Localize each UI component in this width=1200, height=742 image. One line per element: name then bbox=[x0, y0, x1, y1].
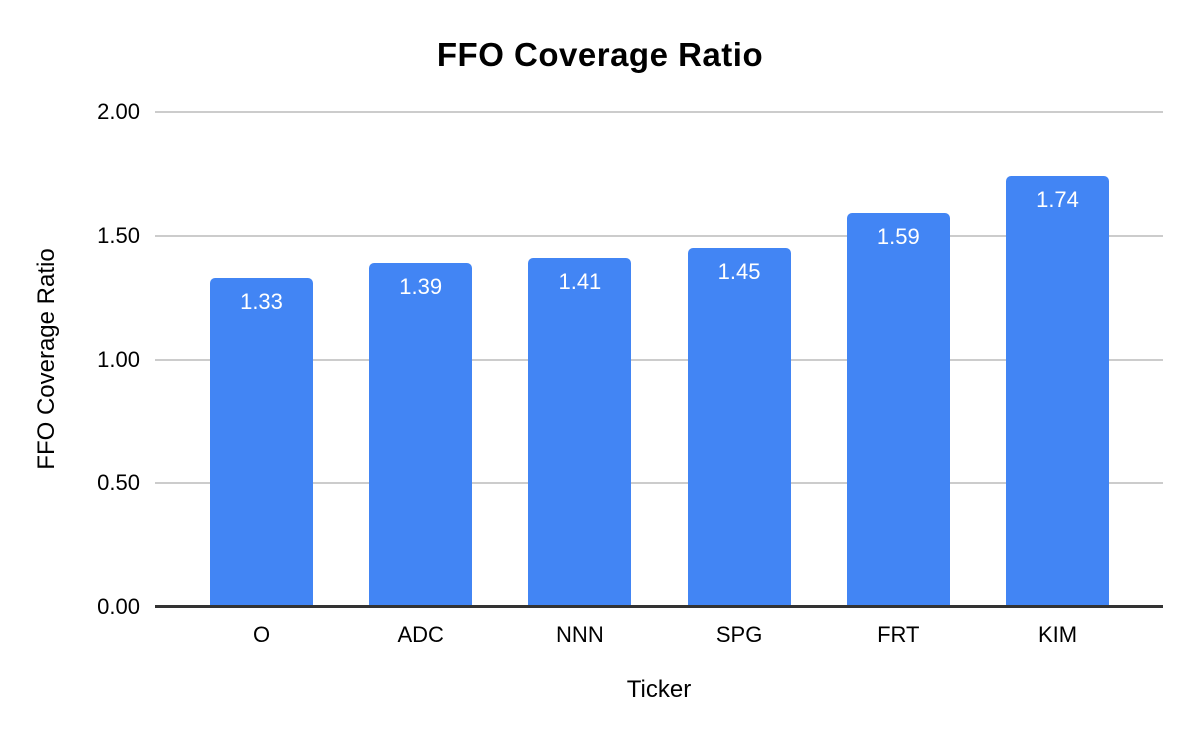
gridline bbox=[155, 358, 1163, 361]
plot-area: 0.00 0.50 1.00 1.50 2.00 1.33 1.39 1.41 1.45 1.5… bbox=[97, 101, 1163, 647]
x-tick-label: O bbox=[252, 622, 271, 647]
bar-value-label: 1.41 bbox=[558, 269, 602, 295]
x-tick-label: ADC bbox=[397, 622, 444, 647]
y-tick-label: 0.00 bbox=[97, 594, 140, 619]
bar-value-label: 1.74 bbox=[1036, 187, 1079, 213]
gridline bbox=[155, 111, 1163, 113]
bar-O: 1.33 bbox=[210, 277, 313, 607]
x-tick-label: NNN bbox=[556, 622, 604, 647]
chart-title: FFO Coverage Ratio bbox=[436, 36, 764, 73]
bar-value-label: 1.33 bbox=[240, 288, 283, 314]
bar-value-label: 1.59 bbox=[876, 224, 920, 250]
bar-SPG: 1.45 bbox=[687, 248, 791, 607]
x-tick-label: KIM bbox=[1037, 622, 1078, 647]
y-tick-label: 1.00 bbox=[97, 346, 140, 372]
x-axis-baseline bbox=[155, 605, 1163, 608]
bar-value-label: 1.39 bbox=[399, 273, 443, 299]
bar-ADC: 1.39 bbox=[369, 262, 473, 607]
gridline bbox=[155, 234, 1163, 237]
bar-value-label: 1.45 bbox=[717, 259, 761, 285]
x-tick-label: SPG bbox=[715, 622, 763, 647]
gridline bbox=[155, 482, 1163, 485]
y-tick-label: 1.50 bbox=[97, 222, 140, 248]
bar-NNN: 1.41 bbox=[528, 258, 632, 607]
bar-FRT: 1.59 bbox=[846, 213, 950, 607]
bar-KIM: 1.74 bbox=[1006, 176, 1109, 607]
x-tick-label: FRT bbox=[877, 622, 920, 647]
x-axis-title: Ticker bbox=[626, 676, 692, 703]
y-tick-label: 0.50 bbox=[97, 470, 140, 496]
y-tick-label: 2.00 bbox=[97, 99, 140, 124]
